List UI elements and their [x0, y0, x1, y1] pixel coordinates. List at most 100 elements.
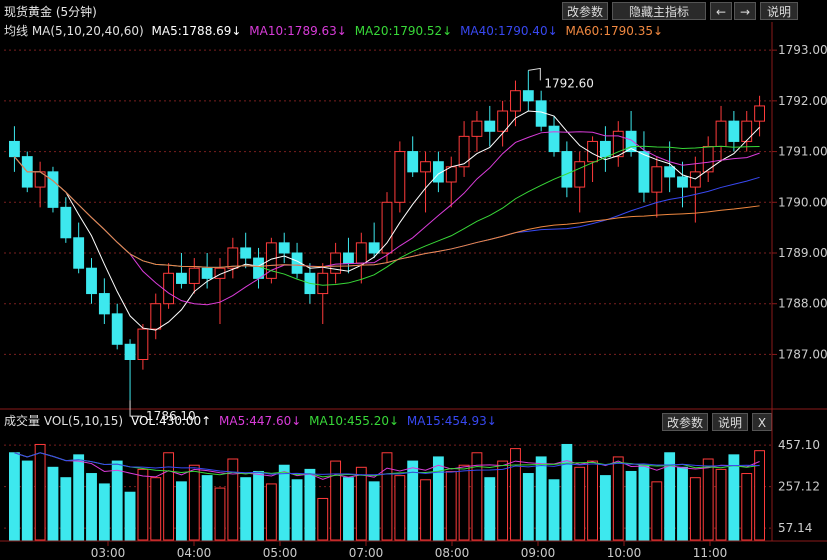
candle-body — [240, 247, 252, 259]
window-titlebar: 现货黄金 (5分钟) 改参数 隐藏主指标 ← → 说明 — [0, 0, 827, 22]
window-title: 现货黄金 (5分钟) — [4, 5, 97, 19]
candle-body — [561, 151, 573, 188]
candle-body — [510, 90, 521, 112]
candle-body — [317, 272, 329, 295]
candle-body — [381, 201, 393, 254]
time-tick-label: 04:00 — [177, 546, 212, 560]
price-tick-label: 1792.00 — [778, 94, 827, 108]
price-legend: 均线 MA(5,10,20,40,60) MA5:1788.69↓ MA10:1… — [4, 22, 667, 40]
candle-body — [612, 130, 624, 158]
time-tick-label: 10:00 — [607, 546, 642, 560]
volume-bar — [34, 443, 46, 541]
vol-params-button[interactable]: 改参数 — [662, 413, 708, 431]
volume-bar — [60, 477, 72, 541]
time-tick-label: 08:00 — [435, 546, 470, 560]
vol-ma5-line — [14, 452, 760, 480]
volume-bar — [432, 456, 444, 541]
volume-bar — [163, 452, 175, 541]
candle-body — [176, 272, 187, 284]
volume-bar — [394, 475, 406, 541]
ma40-legend: MA40:1790.40↓ — [460, 24, 558, 38]
volume-bar — [510, 448, 521, 541]
volume-bar — [689, 477, 701, 541]
candle-body — [86, 267, 97, 295]
high-annotation: 1792.60 — [544, 76, 594, 90]
volume-bar — [343, 477, 354, 541]
candles-group — [9, 70, 765, 401]
scroll-left-button[interactable]: ← — [710, 2, 732, 20]
time-tick-label: 07:00 — [349, 546, 384, 560]
candle-body — [664, 166, 676, 178]
scroll-right-button[interactable]: → — [734, 2, 756, 20]
price-tick-label: 1788.00 — [778, 297, 827, 311]
candle-body — [150, 303, 162, 330]
help-button[interactable]: 说明 — [760, 2, 798, 20]
candle-body — [638, 151, 650, 193]
ma10-legend: MA10:1789.63↓ — [249, 24, 347, 38]
volume-bar — [741, 473, 753, 541]
candle-body — [47, 171, 59, 208]
volume-bar — [651, 481, 663, 541]
volume-bars-group — [9, 443, 765, 541]
volume-bar — [98, 483, 110, 541]
volume-bar — [291, 479, 303, 541]
volume-bar — [240, 477, 252, 541]
candle-body — [522, 90, 534, 102]
volume-bar — [9, 452, 20, 541]
candle-body — [587, 140, 598, 163]
candle-body — [471, 120, 483, 137]
hide-indicator-button[interactable]: 隐藏主指标 — [612, 2, 706, 20]
candle-body — [407, 151, 419, 173]
price-tick-label: 1789.00 — [778, 246, 827, 260]
volume-bar — [304, 468, 316, 541]
candle-body — [754, 105, 765, 122]
volume-bar — [317, 497, 329, 541]
candle-body — [330, 252, 342, 274]
candle-body — [599, 140, 611, 158]
volume-bar — [188, 464, 200, 541]
ma60-line — [14, 156, 760, 268]
volume-bar — [86, 473, 97, 541]
volume-bar — [561, 443, 573, 541]
volume-tick-label: 57.14 — [778, 521, 812, 535]
candle-body — [214, 267, 226, 279]
volume-bar — [445, 470, 457, 541]
volume-bar — [574, 466, 586, 541]
ma60-legend: MA60:1790.35↓ — [565, 24, 664, 38]
price-tick-label: 1787.00 — [778, 347, 827, 361]
candle-body — [137, 328, 149, 361]
volume-bar — [728, 454, 740, 541]
low-annotation: 1786.10 — [146, 409, 196, 423]
candle-body — [278, 242, 290, 254]
candle-body — [432, 161, 444, 183]
volume-bar — [201, 475, 213, 541]
volume-bar — [715, 468, 727, 541]
volume-bar — [355, 466, 367, 541]
volume-tick-label: 257.12 — [778, 480, 820, 494]
candle-body — [484, 120, 496, 132]
volume-bar — [612, 456, 624, 541]
candle-body — [111, 313, 123, 345]
volume-bar — [599, 475, 611, 541]
volume-bar — [47, 466, 59, 541]
volume-bar — [265, 483, 277, 541]
volume-bar — [330, 460, 342, 541]
vol-ma15-line — [14, 452, 760, 476]
volume-bar — [664, 452, 676, 541]
candle-body — [625, 130, 637, 153]
time-tick-label: 05:00 — [263, 546, 298, 560]
volume-bar — [381, 452, 393, 541]
candle-body — [741, 120, 753, 142]
volume-bar — [278, 464, 290, 541]
volume-bar — [754, 450, 765, 541]
params-button[interactable]: 改参数 — [562, 2, 608, 20]
volume-bar — [227, 458, 239, 541]
volume-bar — [677, 466, 688, 541]
candle-body — [728, 120, 740, 142]
volume-bar — [702, 458, 714, 541]
time-tick-label: 11:00 — [693, 546, 728, 560]
vol-help-button[interactable]: 说明 — [712, 413, 748, 431]
vol-value: VOL:430.00↑ — [130, 414, 212, 428]
vol-ma5-legend: MA5:447.60↓ — [219, 414, 302, 428]
